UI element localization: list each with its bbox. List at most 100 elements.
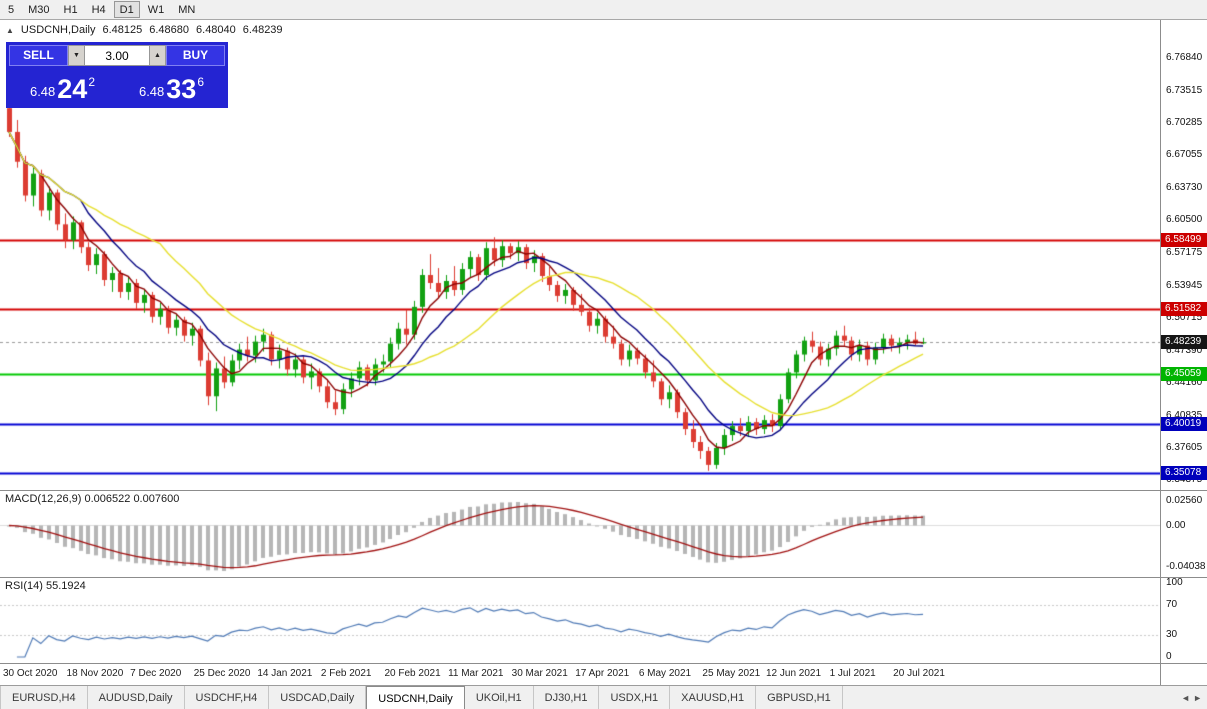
tab-audusd-daily[interactable]: AUDUSD,Daily xyxy=(88,686,185,709)
ohlc-open: 6.48125 xyxy=(102,24,143,36)
tab-scroll-controls: ◄ ► xyxy=(1181,686,1207,709)
volume-input[interactable] xyxy=(85,45,149,66)
sell-price-prefix: 6.48 xyxy=(29,84,56,99)
tab-usdcad-daily[interactable]: USDCAD,Daily xyxy=(269,686,367,709)
macd-indicator-label: MACD(12,26,9) 0.006522 0.007600 xyxy=(5,493,179,505)
ohlc-high: 6.48680 xyxy=(149,24,190,36)
tab-strip: EURUSD,H4 AUDUSD,Daily USDCHF,H4 USDCAD,Dai… xyxy=(0,686,843,709)
scroll-left-icon[interactable]: ◄ xyxy=(1181,692,1191,703)
date-axis[interactable]: 30 Oct 2020 18 Nov 2020 7 Dec 2020 25 Dec 2… xyxy=(0,663,1160,685)
price-axis-label: 6.76840 xyxy=(1166,51,1203,63)
date-label: 20 Jul 2021 xyxy=(893,668,945,679)
price-axis-label: 6.47390 xyxy=(1166,344,1203,356)
macd-signal-value: 0.007600 xyxy=(133,493,180,505)
buy-price-display[interactable]: 6.48 33 6 xyxy=(118,68,225,105)
chart-symbol-label: USDCNH,Daily xyxy=(20,24,96,36)
price-axis-label: 6.44160 xyxy=(1166,376,1203,388)
price-axis-badge: 6.48239 xyxy=(1161,335,1207,350)
macd-axis[interactable]: 0.02560 0.00 -0.04038 xyxy=(1160,490,1207,577)
timeframe-toolbar: 5 M30 H1 H4 D1 W1 MN xyxy=(0,0,1207,20)
scroll-right-icon[interactable]: ► xyxy=(1193,692,1202,703)
date-label: 20 Feb 2021 xyxy=(384,668,441,679)
price-axis-label: 6.57175 xyxy=(1166,247,1203,259)
price-axis-label: 6.50715 xyxy=(1166,311,1203,323)
volume-increase-button[interactable]: ▲ xyxy=(149,45,166,66)
tab-usdchf-h4[interactable]: USDCHF,H4 xyxy=(185,686,270,709)
rsi-axis[interactable]: 100 70 30 0 xyxy=(1160,577,1207,663)
timeframe-button-m30[interactable]: M30 xyxy=(22,1,55,18)
macd-pane: MACD(12,26,9) 0.006522 0.007600 xyxy=(0,490,1160,577)
date-label: 25 May 2021 xyxy=(702,668,761,679)
tab-xauusd-h1[interactable]: XAUUSD,H1 xyxy=(670,686,757,709)
date-label: 11 Mar 2021 xyxy=(448,668,504,679)
tab-gbpusd-h1[interactable]: GBPUSD,H1 xyxy=(756,686,843,709)
rsi-plot[interactable] xyxy=(0,578,1160,663)
price-axis-label: 6.53945 xyxy=(1166,279,1203,291)
rsi-pane: RSI(14) 55.1924 xyxy=(0,577,1160,663)
date-label: 6 May 2021 xyxy=(638,668,692,679)
price-axis-label: 6.73515 xyxy=(1166,85,1203,96)
rsi-axis-label: 100 xyxy=(1166,577,1183,588)
date-label: 1 Jul 2021 xyxy=(829,668,876,679)
tab-usdcnh-daily[interactable]: USDCNH,Daily xyxy=(366,686,465,709)
tab-usdx-h1[interactable]: USDX,H1 xyxy=(599,686,671,709)
sell-button[interactable]: SELL xyxy=(9,45,68,66)
timeframe-button-d1[interactable]: D1 xyxy=(113,1,140,18)
timeframe-button-w1[interactable]: W1 xyxy=(142,1,171,18)
price-axis-label: 6.60500 xyxy=(1166,214,1203,226)
price-axis-badge: 6.40019 xyxy=(1161,416,1207,431)
symbol-tab-bar: EURUSD,H4 AUDUSD,Daily USDCHF,H4 USDCAD,Dai… xyxy=(0,685,1207,709)
trade-prices-row: 6.48 24 2 6.48 33 6 xyxy=(9,68,225,105)
tab-ukoil-h1[interactable]: UKOil,H1 xyxy=(465,686,534,709)
trade-controls-row: SELL ▼ ▲ BUY xyxy=(9,45,225,66)
rsi-axis-label: 30 xyxy=(1166,628,1178,640)
one-click-trading-panel: SELL ▼ ▲ BUY 6.48 24 2 6.48 33 6 xyxy=(6,42,228,108)
price-axis-label: 6.37605 xyxy=(1166,441,1203,453)
one-click-collapse-icon[interactable]: ▲ xyxy=(6,25,14,35)
price-axis-badge: 6.45059 xyxy=(1161,366,1207,381)
sell-price-point: 2 xyxy=(88,75,96,89)
date-label: 25 Dec 2020 xyxy=(193,668,251,679)
triangle-up-icon: ▲ xyxy=(154,52,161,59)
price-axis-badge: 6.51582 xyxy=(1161,301,1207,316)
buy-price-point: 6 xyxy=(197,75,205,89)
price-axis-badge: 6.35078 xyxy=(1161,466,1207,481)
main-chart-pane: ▲ USDCNH,Daily 6.48125 6.48680 6.48040 6… xyxy=(0,20,1160,490)
date-label: 17 Apr 2021 xyxy=(575,668,630,679)
price-axis-badge: 6.58499 xyxy=(1161,233,1207,248)
date-label: 2 Feb 2021 xyxy=(320,668,372,679)
date-label: 7 Dec 2020 xyxy=(130,668,182,679)
date-label: 30 Oct 2020 xyxy=(2,668,58,679)
tab-eurusd-h4[interactable]: EURUSD,H4 xyxy=(0,686,88,709)
tab-dj30-h1[interactable]: DJ30,H1 xyxy=(534,686,600,709)
timeframe-button-mn[interactable]: MN xyxy=(172,1,201,18)
date-label: 12 Jun 2021 xyxy=(766,668,822,679)
sell-price-display[interactable]: 6.48 24 2 xyxy=(9,68,116,105)
buy-button[interactable]: BUY xyxy=(166,45,225,66)
price-axis-label: 6.67055 xyxy=(1166,149,1203,161)
rsi-name: RSI(14) xyxy=(5,580,43,592)
price-axis-label: 6.40835 xyxy=(1166,409,1203,421)
timeframe-button-h1[interactable]: H1 xyxy=(58,1,84,18)
chart-window: ▲ USDCNH,Daily 6.48125 6.48680 6.48040 6… xyxy=(0,20,1207,685)
chart-header: ▲ USDCNH,Daily 6.48125 6.48680 6.48040 6… xyxy=(6,24,283,36)
macd-axis-label: 0.00 xyxy=(1166,519,1186,531)
date-label: 18 Nov 2020 xyxy=(66,668,124,679)
ohlc-close: 6.48239 xyxy=(242,24,283,36)
rsi-axis-label: 70 xyxy=(1166,598,1178,610)
timeframe-button-5[interactable]: 5 xyxy=(2,1,20,18)
macd-name: MACD(12,26,9) xyxy=(5,493,82,505)
macd-value: 0.006522 xyxy=(84,493,131,505)
volume-decrease-button[interactable]: ▼ xyxy=(68,45,85,66)
buy-price-prefix: 6.48 xyxy=(138,84,165,99)
date-label: 30 Mar 2021 xyxy=(511,668,568,679)
macd-plot[interactable] xyxy=(0,491,1160,577)
sell-price-pips: 24 xyxy=(57,74,88,104)
triangle-down-icon: ▼ xyxy=(73,52,80,59)
price-axis[interactable]: 6.76840 6.73515 6.70285 6.67055 6.63730 6.605… xyxy=(1160,20,1207,490)
price-axis-label: 6.70285 xyxy=(1166,117,1203,129)
macd-axis-label: -0.04038 xyxy=(1166,561,1206,572)
timeframe-button-h4[interactable]: H4 xyxy=(86,1,112,18)
price-axis-label: 6.63730 xyxy=(1166,182,1203,194)
ohlc-low: 6.48040 xyxy=(196,24,236,36)
